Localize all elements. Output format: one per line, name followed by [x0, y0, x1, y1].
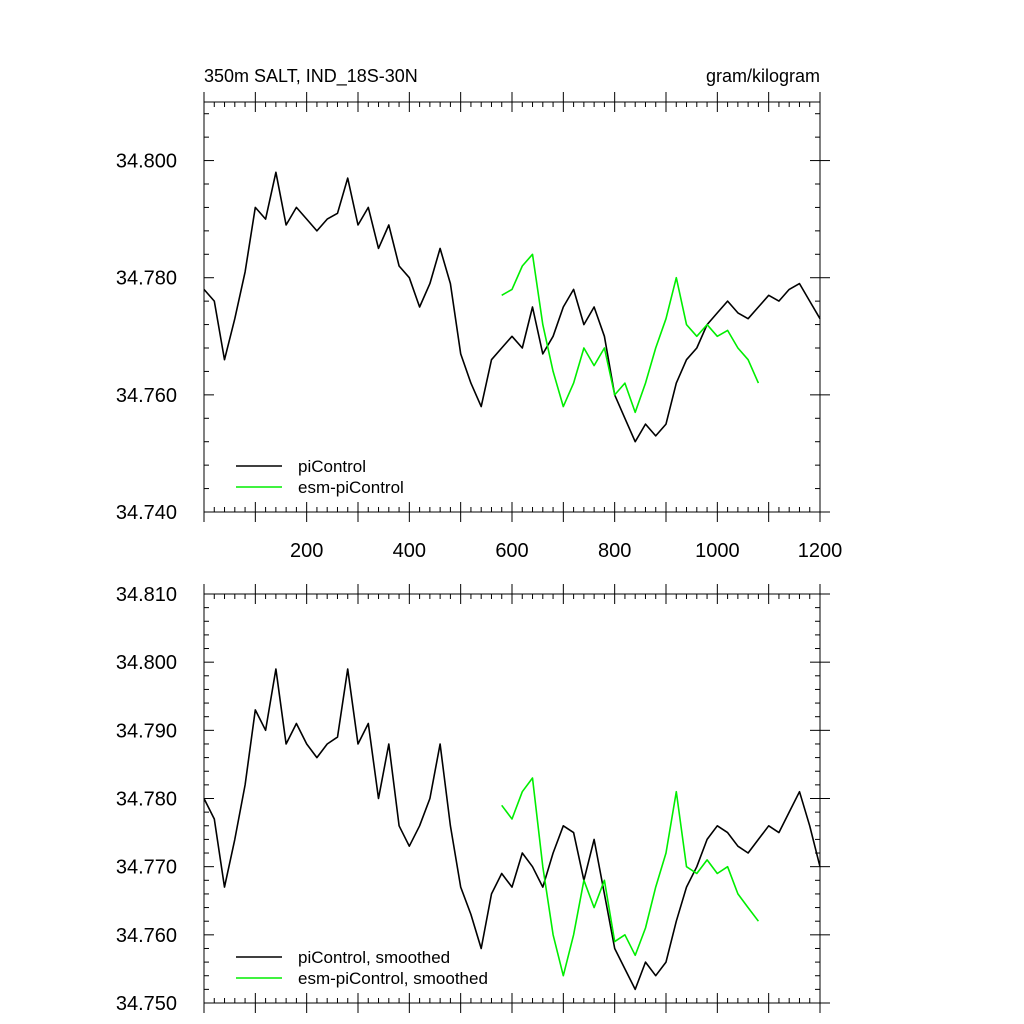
- series-line-esm-picontrol: [501, 777, 760, 977]
- y-tick-label: 34.740: [116, 502, 177, 524]
- x-tick-label: 1000: [695, 540, 740, 562]
- x-tick-label: 600: [495, 540, 528, 562]
- y-tick-label: 34.800: [116, 652, 177, 674]
- bottom-panel: 34.750 34.760 34.770 34.780 34.790 34.800 34.8…: [116, 584, 830, 1015]
- chart-title: 350m SALT, IND_18S-30N: [204, 66, 418, 87]
- series-line-picontrol: [203, 171, 821, 443]
- x-tick-label: 400: [393, 540, 426, 562]
- units-label: gram/kilogram: [706, 66, 820, 86]
- y-tick-label: 34.750: [116, 993, 177, 1015]
- y-tick-label: 34.770: [116, 857, 177, 879]
- y-tick-label: 34.780: [116, 789, 177, 811]
- legend-label: esm-piControl, smoothed: [298, 969, 488, 988]
- y-tick-label: 34.760: [116, 925, 177, 947]
- y-tick-label: 34.810: [116, 584, 177, 606]
- legend-label: piControl, smoothed: [298, 948, 450, 967]
- plot-frame: [203, 593, 821, 1004]
- plot-frame: [203, 101, 821, 513]
- x-tick-label: 200: [290, 540, 323, 562]
- y-tick-label: 34.800: [116, 151, 177, 173]
- legend-label: esm-piControl: [298, 478, 404, 497]
- x-tick-label: 1200: [798, 540, 843, 562]
- series-line-picontrol: [203, 668, 821, 991]
- series-line-esm-picontrol: [501, 253, 760, 414]
- y-tick-label: 34.780: [116, 268, 177, 290]
- y-tick-label: 34.790: [116, 720, 177, 742]
- x-tick-label: 800: [598, 540, 631, 562]
- y-tick-label: 34.760: [116, 385, 177, 407]
- legend-label: piControl: [298, 457, 366, 476]
- top-panel: 200 400 600 800 1000 1200 34.740 34.760 34.780 34…: [116, 92, 842, 562]
